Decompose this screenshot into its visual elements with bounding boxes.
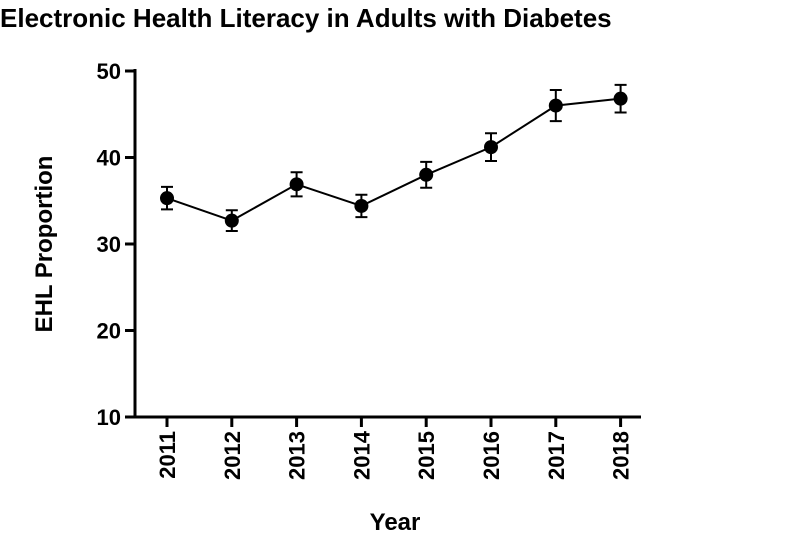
point (289, 177, 304, 192)
chart-title: Electronic Health Literacy in Adults wit… (0, 3, 612, 33)
y-axis-label: EHL Proportion (31, 156, 58, 333)
point (484, 140, 498, 155)
y-tick-label: 10 (97, 405, 121, 430)
x-tick-label: 2016 (479, 431, 504, 480)
x-tick-label: 2015 (414, 431, 439, 480)
x-tick-label: 2012 (220, 431, 245, 480)
point (419, 167, 434, 182)
y-tick-label: 40 (97, 146, 121, 171)
y-tick-label: 50 (97, 59, 121, 84)
point (548, 98, 563, 113)
line (166, 97, 621, 222)
y-tick-label: 30 (97, 232, 121, 257)
point (354, 198, 369, 213)
x-tick-label: 2011 (155, 431, 180, 479)
x-tick-label: 2018 (609, 431, 634, 480)
point (613, 91, 628, 106)
x-axis-label: Year (370, 509, 421, 534)
x-tick-label: 2017 (544, 431, 569, 480)
y-tick-label: 20 (97, 319, 121, 344)
x-tick-label: 2014 (349, 430, 374, 480)
x-tick-label: 2013 (285, 431, 310, 480)
point (224, 213, 239, 228)
point (160, 191, 174, 206)
